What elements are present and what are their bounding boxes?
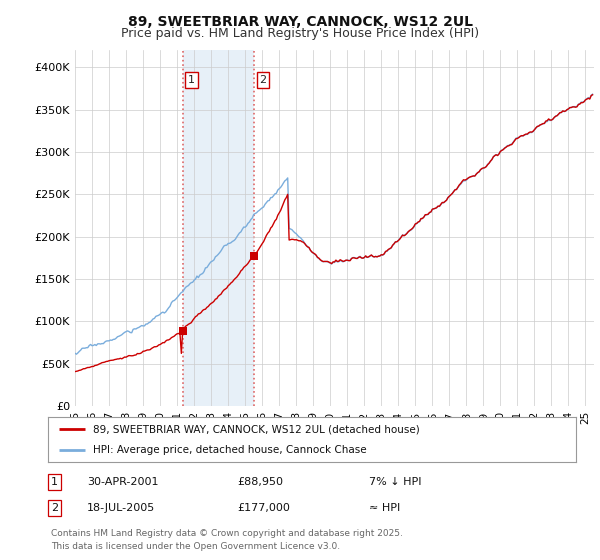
Text: 89, SWEETBRIAR WAY, CANNOCK, WS12 2UL (detached house): 89, SWEETBRIAR WAY, CANNOCK, WS12 2UL (d… <box>93 424 419 435</box>
Text: 89, SWEETBRIAR WAY, CANNOCK, WS12 2UL: 89, SWEETBRIAR WAY, CANNOCK, WS12 2UL <box>128 15 473 29</box>
Bar <box>183 50 254 406</box>
Text: £177,000: £177,000 <box>237 503 290 513</box>
Text: 1: 1 <box>51 477 58 487</box>
Text: HPI: Average price, detached house, Cannock Chase: HPI: Average price, detached house, Cann… <box>93 445 367 455</box>
Text: 30-APR-2001: 30-APR-2001 <box>87 477 158 487</box>
Text: 2: 2 <box>51 503 58 513</box>
Text: 7% ↓ HPI: 7% ↓ HPI <box>369 477 421 487</box>
Text: ≈ HPI: ≈ HPI <box>369 503 400 513</box>
Text: 1: 1 <box>188 75 195 85</box>
Text: Price paid vs. HM Land Registry's House Price Index (HPI): Price paid vs. HM Land Registry's House … <box>121 27 479 40</box>
Text: Contains HM Land Registry data © Crown copyright and database right 2025.
This d: Contains HM Land Registry data © Crown c… <box>51 529 403 550</box>
Text: 18-JUL-2005: 18-JUL-2005 <box>87 503 155 513</box>
Text: 2: 2 <box>259 75 266 85</box>
Text: £88,950: £88,950 <box>237 477 283 487</box>
